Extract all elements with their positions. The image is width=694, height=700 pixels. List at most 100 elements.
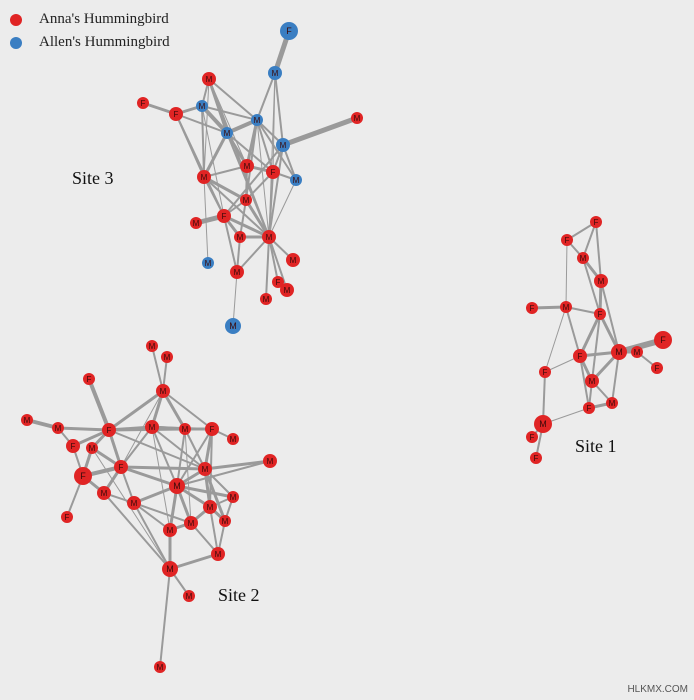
edge [119,465,179,488]
anna-node: M [197,170,211,184]
node-sex-label: F [80,471,86,481]
node-sex-label: M [237,233,244,242]
anna-node: M [146,340,158,352]
anna-node: M [280,283,294,297]
node-circle [280,283,294,297]
node-circle [240,159,254,173]
edge [203,459,272,471]
anna-node: M [163,523,177,537]
node-sex-label: F [598,310,603,319]
node-sex-label: M [598,277,605,286]
node-sex-label: M [222,517,229,526]
edge [162,390,213,430]
node-circle [169,107,183,121]
anna-node: M [240,194,252,206]
allen-node: M [268,66,282,80]
edge [119,465,207,471]
anna-node: F [573,349,587,363]
anna-node: M [260,293,272,305]
node-sex-label: F [174,110,179,119]
node-circle [219,515,231,527]
edge [222,214,271,239]
node-sex-label: M [293,176,300,185]
anna-node: M [156,384,170,398]
node-circle [227,433,239,445]
site-2-label: Site 2 [218,585,260,605]
site-3-label: Site 3 [72,168,114,188]
node-sex-label: F [660,335,666,345]
node-circle [585,374,599,388]
node-circle [225,318,241,334]
node-sex-label: M [229,321,237,331]
node-sex-label: M [563,303,570,312]
anna-node: M [183,590,195,602]
node-sex-label: F [655,364,660,373]
edge [176,428,213,487]
node-circle [276,138,290,152]
node-sex-label: M [230,493,237,502]
anna-node: F [66,439,80,453]
node-circle [137,97,149,109]
legend: Anna's Hummingbird Allen's Hummingbird [10,8,170,54]
node-sex-label: M [173,481,181,491]
node-circle [86,442,98,454]
edge [176,428,186,487]
node-circle [161,351,173,363]
allen-node: M [202,257,214,269]
node-sex-label: M [188,519,195,528]
node-sex-label: M [539,419,547,429]
anna-node: F [169,107,183,121]
node-circle [583,402,595,414]
anna-node: M [21,414,33,426]
node-sex-label: M [160,387,167,396]
node-sex-label: F [543,368,548,377]
node-sex-label: F [65,513,70,522]
allen-node: M [251,114,263,126]
node-sex-label: M [182,425,189,434]
edges-layer [25,28,666,668]
node-sex-label: F [87,375,92,384]
edge [168,552,220,571]
node-circle [66,439,80,453]
node-circle [197,170,211,184]
node-circle [631,346,643,358]
node-circle [97,486,111,500]
edge [108,429,206,470]
node-sex-label: M [589,377,596,386]
anna-node: F [272,276,284,288]
edge [201,105,205,178]
site-1-label: Site 1 [575,436,617,456]
edge [578,312,602,358]
allen-node: F [280,22,298,40]
anna-node: M [606,397,618,409]
edge [591,313,601,382]
node-circle [651,362,663,374]
node-sex-label: F [587,404,592,413]
node-circle [21,414,33,426]
node-circle [268,66,282,80]
anna-node: F [137,97,149,109]
edge [236,236,270,273]
anna-node: M [577,252,589,264]
node-circle [526,302,538,314]
edge [268,179,297,238]
edge [265,236,270,300]
node-circle [202,257,214,269]
node-sex-label: M [354,114,361,123]
anna-node: M [611,344,627,360]
node-circle [280,22,298,40]
node-circle [156,384,170,398]
edge [239,199,247,238]
node-sex-label: F [119,463,124,472]
anna-node: M [203,500,217,514]
node-circle [577,252,589,264]
node-sex-label: M [244,162,251,171]
anna-node: F [102,423,116,437]
node-sex-label: M [243,196,250,205]
node-sex-label: M [634,348,641,357]
allen-node: M [290,174,302,186]
node-sex-label: M [186,592,193,601]
node-sex-label: M [131,499,138,508]
legend-item-allen: Allen's Hummingbird [10,31,170,54]
edge [268,236,288,291]
